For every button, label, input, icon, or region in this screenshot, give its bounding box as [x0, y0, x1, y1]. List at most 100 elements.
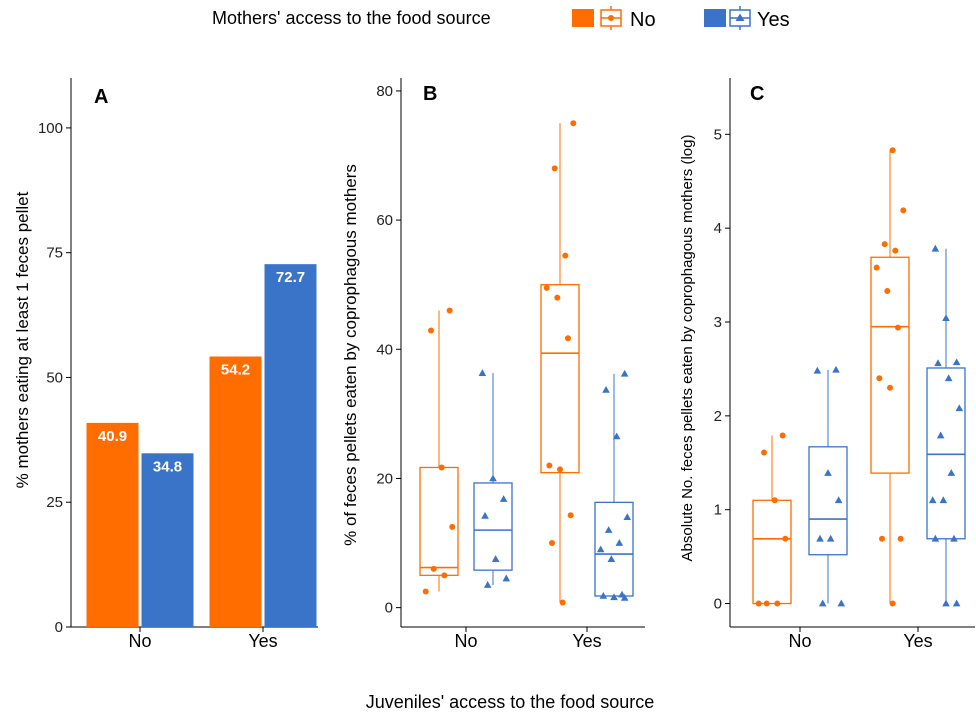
data-point	[615, 539, 624, 546]
y-tick-label: 50	[46, 369, 63, 386]
data-point	[612, 432, 621, 440]
y-tick-label: 40	[376, 341, 393, 358]
data-point	[876, 375, 883, 382]
box	[419, 466, 459, 576]
y-tick-label: 20	[376, 470, 393, 487]
data-point	[559, 599, 566, 606]
y-tick-label: 5	[714, 126, 722, 143]
x-tick-label: Yes	[572, 631, 601, 651]
data-point	[502, 574, 511, 582]
panel-b: B 0 20 40 60 80 No Yes % of feces pellets eate…	[341, 78, 645, 651]
box	[808, 446, 848, 556]
data-point	[942, 599, 950, 607]
legend-swatch-bar-yes	[704, 9, 726, 27]
data-point	[952, 599, 961, 607]
data-point	[441, 572, 448, 579]
data-point	[944, 374, 953, 382]
panel-b-marks	[419, 120, 634, 606]
panel-a-axes: 0 25 50 75 100 No Yes	[38, 78, 318, 651]
legend-swatch-box-no-icon	[600, 6, 622, 30]
legend-item-yes: Yes	[704, 6, 790, 31]
data-point	[931, 534, 940, 542]
data-point	[755, 600, 762, 607]
legend-title: Mothers' access to the food source	[212, 8, 491, 28]
data-point	[428, 327, 435, 334]
data-point	[939, 496, 948, 504]
data-point	[596, 545, 605, 553]
data-point	[900, 207, 907, 214]
panel-c-letter: C	[750, 83, 764, 105]
data-point	[543, 284, 550, 291]
data-point	[549, 540, 556, 547]
data-point	[894, 324, 901, 331]
data-point	[491, 555, 500, 562]
data-point	[818, 599, 827, 607]
data-point	[881, 241, 888, 248]
data-point	[478, 369, 487, 376]
data-point	[771, 497, 778, 504]
data-point	[834, 496, 843, 504]
data-point	[952, 358, 961, 366]
box	[540, 284, 580, 474]
x-tick-label: Yes	[248, 631, 277, 651]
data-point	[620, 369, 629, 377]
data-point	[931, 244, 940, 252]
data-point	[481, 511, 489, 519]
data-point	[562, 252, 569, 259]
bar	[264, 264, 317, 627]
data-point	[928, 496, 937, 504]
bar	[141, 453, 194, 627]
x-tick-label: No	[454, 631, 477, 651]
panel-a: A 0 25 50 75 100 No Yes 40.9 34.8 54.2 72.7 % mot…	[13, 78, 318, 651]
data-point	[564, 335, 571, 342]
data-point	[879, 535, 886, 542]
panel-c-axes: 0 1 2 3 4 5 No Yes	[714, 78, 975, 651]
data-point	[892, 247, 899, 254]
panel-c: C 0 1 2 3 4 5 No Yes Absolute No. feces pellets…	[679, 78, 975, 651]
data-point	[947, 469, 956, 476]
data-point	[499, 495, 508, 502]
data-point	[489, 474, 497, 482]
data-point	[873, 264, 880, 271]
data-point	[950, 534, 958, 542]
data-point	[761, 449, 768, 456]
box	[752, 499, 792, 605]
data-point	[554, 294, 561, 301]
data-point	[422, 588, 429, 595]
data-point	[889, 147, 896, 154]
data-point	[610, 593, 618, 601]
data-point	[816, 534, 824, 542]
data-point	[942, 314, 950, 322]
panel-b-letter: B	[423, 83, 437, 105]
data-point	[602, 385, 610, 393]
panel-c-marks	[752, 147, 966, 607]
data-point	[779, 432, 786, 439]
data-point	[567, 512, 574, 519]
panel-a-ylabel: % mothers eating at least 1 feces pellet	[13, 191, 32, 488]
data-point	[618, 590, 626, 598]
panel-a-marks: 40.9 34.8 54.2 72.7	[86, 264, 317, 627]
data-point	[623, 513, 632, 520]
data-point	[837, 599, 846, 607]
y-tick-label: 25	[46, 494, 63, 511]
y-tick-label: 4	[714, 220, 722, 237]
legend-swatch-box-yes-icon	[729, 6, 751, 30]
legend-label-no: No	[630, 9, 656, 31]
data-point	[599, 591, 608, 599]
y-tick-label: 2	[714, 408, 722, 425]
bar-value-label: 54.2	[221, 361, 250, 378]
legend-label-yes: Yes	[757, 9, 790, 31]
data-point	[446, 307, 453, 314]
bar-value-label: 72.7	[276, 269, 305, 286]
data-point	[483, 581, 492, 588]
y-tick-label: 0	[385, 600, 393, 617]
data-point	[897, 535, 904, 542]
data-point	[763, 600, 770, 607]
y-tick-label: 80	[376, 83, 393, 100]
data-point	[774, 600, 781, 607]
data-point	[889, 600, 896, 607]
data-point	[832, 365, 840, 373]
data-point	[430, 565, 437, 572]
bar	[209, 356, 262, 627]
box	[870, 256, 910, 474]
